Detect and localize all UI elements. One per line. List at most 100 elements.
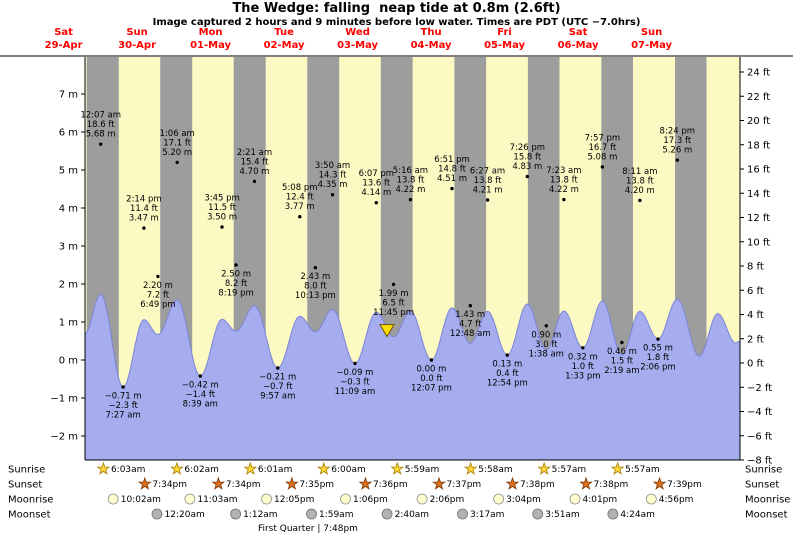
- tide-event-line: 8:11 am: [622, 167, 657, 177]
- left-axis-label: 1 m: [59, 318, 78, 329]
- astro-time: 1:59am: [319, 510, 354, 520]
- astro-time: 11:03am: [197, 495, 237, 505]
- tide-event-line: 7.2 ft: [147, 290, 170, 300]
- right-axis-label: 0 ft: [747, 359, 764, 370]
- tide-event-line: 6:49 pm: [140, 300, 175, 310]
- astro-time: 6:00am: [331, 465, 366, 475]
- tide-event-line: −0.3 ft: [340, 377, 370, 387]
- day-label-date: 02-May: [264, 40, 305, 51]
- tide-event-line: 3:45 pm: [204, 194, 239, 204]
- tide-event-dot: [562, 197, 566, 202]
- tide-event-line: 4.83 m: [512, 162, 542, 172]
- astro-time: 5:57am: [552, 465, 587, 475]
- tide-event-dot: [525, 174, 529, 179]
- tide-event-dot: [99, 142, 103, 146]
- tide-event-line: 1.8 ft: [647, 353, 670, 363]
- tide-event-annotation: [374, 201, 378, 205]
- tide-event-line: 15.4 ft: [241, 157, 269, 167]
- tide-event-annotation: [175, 160, 179, 165]
- astro-row-label-right: Sunrise: [745, 465, 782, 476]
- tide-event-line: 10:13 pm: [295, 291, 336, 301]
- tide-event-annotation: [298, 215, 302, 219]
- tide-event-annotation: [544, 324, 548, 328]
- tide-event-line: −0.21 m: [259, 372, 296, 382]
- tide-event-annotation: [156, 274, 160, 279]
- astro-time: 6:03am: [111, 465, 146, 475]
- day-label-weekday: Thu: [421, 27, 442, 38]
- tide-event-annotation: [353, 361, 357, 366]
- tide-event-dot: [468, 304, 472, 308]
- current-tide-marker: [379, 324, 395, 338]
- sunrise-star-icon: [170, 461, 184, 475]
- tide-event-line: 8:39 am: [183, 399, 218, 409]
- astro-time: 3:17am: [470, 510, 505, 520]
- tide-event-annotation: [220, 225, 224, 229]
- tide-event-line: 11:45 pm: [373, 308, 414, 318]
- tide-event-dot: [638, 198, 642, 203]
- astro-row-label-right: Moonset: [745, 510, 788, 521]
- tide-event-dot: [391, 282, 396, 287]
- tide-event-line: 6:07 pm: [359, 169, 394, 179]
- astro-time: 1:12am: [243, 510, 278, 520]
- tide-event-dot: [252, 179, 257, 184]
- tide-event-line: 5.08 m: [587, 152, 617, 162]
- day-label-date: 30-Apr: [118, 40, 156, 51]
- tide-event-dot: [298, 215, 302, 219]
- tide-event-line: −2.3 ft: [108, 401, 138, 411]
- day-label-weekday: Tue: [274, 27, 294, 38]
- tide-event-line: 6:51 pm: [434, 155, 469, 165]
- tide-event-dot: [675, 158, 679, 162]
- left-axis-label: 6 m: [59, 128, 78, 139]
- right-axis-label: −2 ft: [747, 383, 772, 394]
- astro-time: 4:01pm: [582, 495, 617, 505]
- tide-event-annotation: [252, 179, 257, 184]
- moonrise-circle-icon: [645, 493, 657, 505]
- day-label-date: 06-May: [558, 40, 599, 51]
- tide-event-line: 2:19 am: [604, 366, 639, 376]
- tide-event-line: 11:09 am: [335, 387, 376, 397]
- tide-event-line: 13.6 ft: [362, 179, 390, 189]
- tide-event-line: 3.50 m: [207, 213, 237, 223]
- tide-event-annotation: [675, 158, 679, 162]
- tide-event-line: −0.7 ft: [263, 382, 293, 392]
- tide-event-line: 0.0 ft: [420, 374, 443, 384]
- tide-event-line: 5:16 am: [393, 166, 428, 176]
- tide-event-line: 18.6 ft: [87, 120, 115, 130]
- tide-event-line: 1:06 am: [160, 129, 195, 139]
- tide-event-line: 1.43 m: [455, 310, 485, 320]
- moonset-circle-icon: [306, 508, 317, 520]
- tide-event-line: 5.26 m: [662, 146, 692, 156]
- tide-event-annotation: [198, 374, 202, 378]
- tide-event-dot: [429, 358, 434, 362]
- astro-time: 12:20am: [165, 510, 205, 520]
- tide-event-line: 11.4 ft: [130, 204, 158, 214]
- astro-time: 5:59am: [405, 465, 440, 475]
- tide-event-line: 2:06 pm: [640, 363, 675, 373]
- astro-row-label-left: Sunrise: [8, 465, 45, 476]
- tide-event-line: 4.35 m: [318, 180, 348, 190]
- tide-event-annotation: [450, 186, 454, 191]
- tide-event-line: 8.2 ft: [225, 279, 248, 289]
- tide-event-dot: [198, 374, 202, 378]
- tide-event-dot: [234, 263, 238, 267]
- tide-event-line: 0.46 m: [607, 347, 637, 357]
- day-label-weekday: Sat: [569, 27, 588, 38]
- tide-event-line: 1.0 ft: [572, 362, 595, 372]
- tide-event-line: 7:57 pm: [585, 133, 620, 143]
- day-label-date: 29-Apr: [45, 40, 83, 51]
- day-label-weekday: Sun: [126, 27, 147, 38]
- tide-event-line: 1:38 am: [529, 349, 564, 359]
- left-axis-label: 4 m: [59, 204, 78, 215]
- moonrise-circle-icon: [107, 493, 119, 505]
- right-axis-label: −6 ft: [747, 431, 772, 442]
- page-title: The Wedge: falling neap tide at 0.8m (2.…: [232, 1, 561, 16]
- day-label-weekday: Wed: [345, 27, 370, 38]
- tide-event-annotation: [505, 353, 509, 357]
- tide-event-line: 1:33 pm: [565, 371, 600, 381]
- tide-event-annotation: [638, 198, 642, 203]
- tide-event-line: 6.5 ft: [382, 298, 405, 308]
- tide-event-dot: [581, 346, 585, 350]
- tide-event-dot: [156, 274, 160, 279]
